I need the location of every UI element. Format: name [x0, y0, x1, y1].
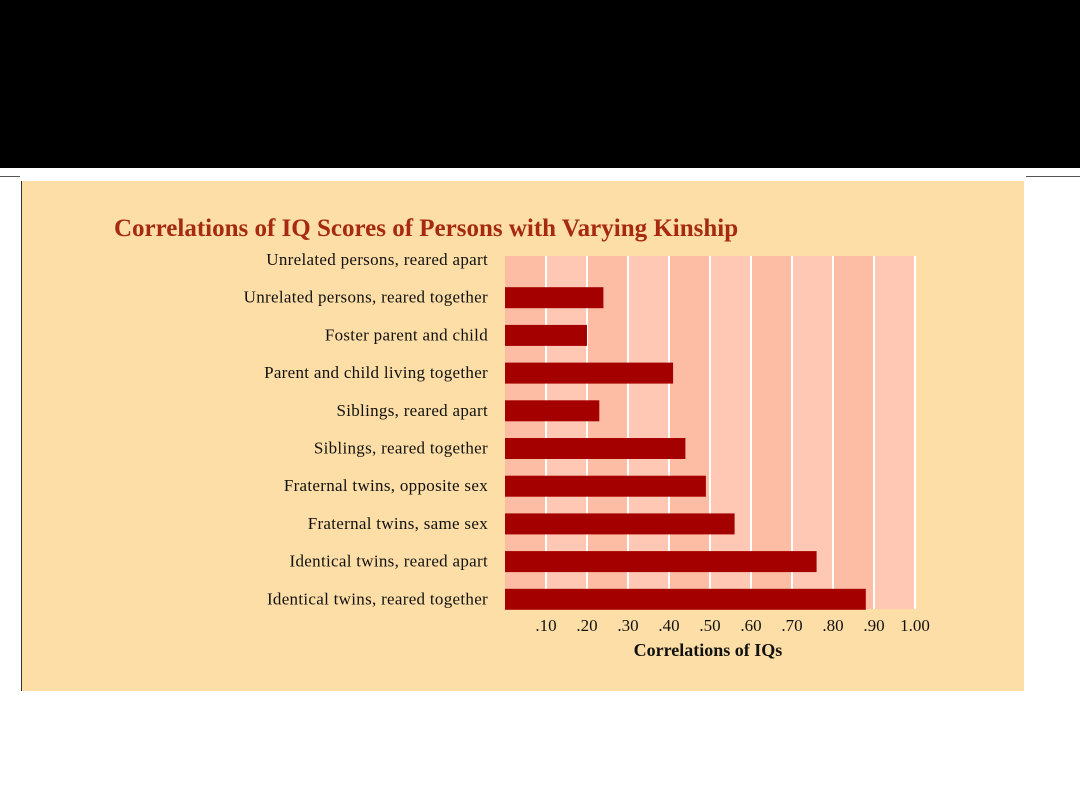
iq-correlation-chart: Correlations of IQ Scores of Persons wit…	[114, 215, 930, 660]
category-label: Fraternal twins, same sex	[308, 514, 488, 533]
plot-band	[710, 256, 751, 609]
divider-line-right	[1026, 176, 1080, 177]
top-black-band	[0, 0, 1080, 168]
x-tick-label: .50	[699, 616, 720, 635]
bar	[505, 513, 735, 535]
category-label: Foster parent and child	[325, 325, 488, 344]
x-tick-label: .60	[740, 616, 761, 635]
bar	[505, 588, 866, 610]
bar	[505, 475, 706, 497]
bar	[505, 287, 604, 309]
plot-band	[628, 256, 669, 609]
x-tick-label: .90	[863, 616, 884, 635]
plot-band	[546, 256, 587, 609]
category-label: Siblings, reared together	[314, 439, 488, 458]
category-label: Unrelated persons, reared together	[244, 288, 488, 307]
plot-band	[874, 256, 915, 609]
x-tick-label: 1.00	[900, 616, 930, 635]
chart-panel: Correlations of IQ Scores of Persons wit…	[21, 181, 1024, 691]
chart-title: Correlations of IQ Scores of Persons wit…	[114, 215, 738, 242]
x-tick-label: .20	[576, 616, 597, 635]
bar	[505, 438, 686, 459]
category-label: Identical twins, reared apart	[290, 552, 488, 571]
category-label: Fraternal twins, opposite sex	[284, 476, 488, 495]
category-label: Identical twins, reared together	[267, 589, 488, 608]
category-label: Parent and child living together	[264, 363, 488, 382]
bar	[505, 551, 817, 573]
category-label: Unrelated persons, reared apart	[266, 250, 488, 269]
x-tick-label: .30	[617, 616, 638, 635]
x-tick-label: .80	[822, 616, 843, 635]
plot-band	[792, 256, 833, 609]
category-label: Siblings, reared apart	[336, 401, 488, 420]
bar	[505, 324, 587, 346]
x-tick-label: .40	[658, 616, 679, 635]
divider-line-left	[0, 176, 20, 177]
x-tick-label: .70	[781, 616, 802, 635]
bar	[505, 400, 600, 422]
plot-area: Unrelated persons, reared apart Unrelated…	[244, 250, 930, 635]
x-tick-label: .10	[535, 616, 556, 635]
x-axis-title: Correlations of IQs	[634, 640, 783, 660]
bar	[505, 362, 674, 384]
